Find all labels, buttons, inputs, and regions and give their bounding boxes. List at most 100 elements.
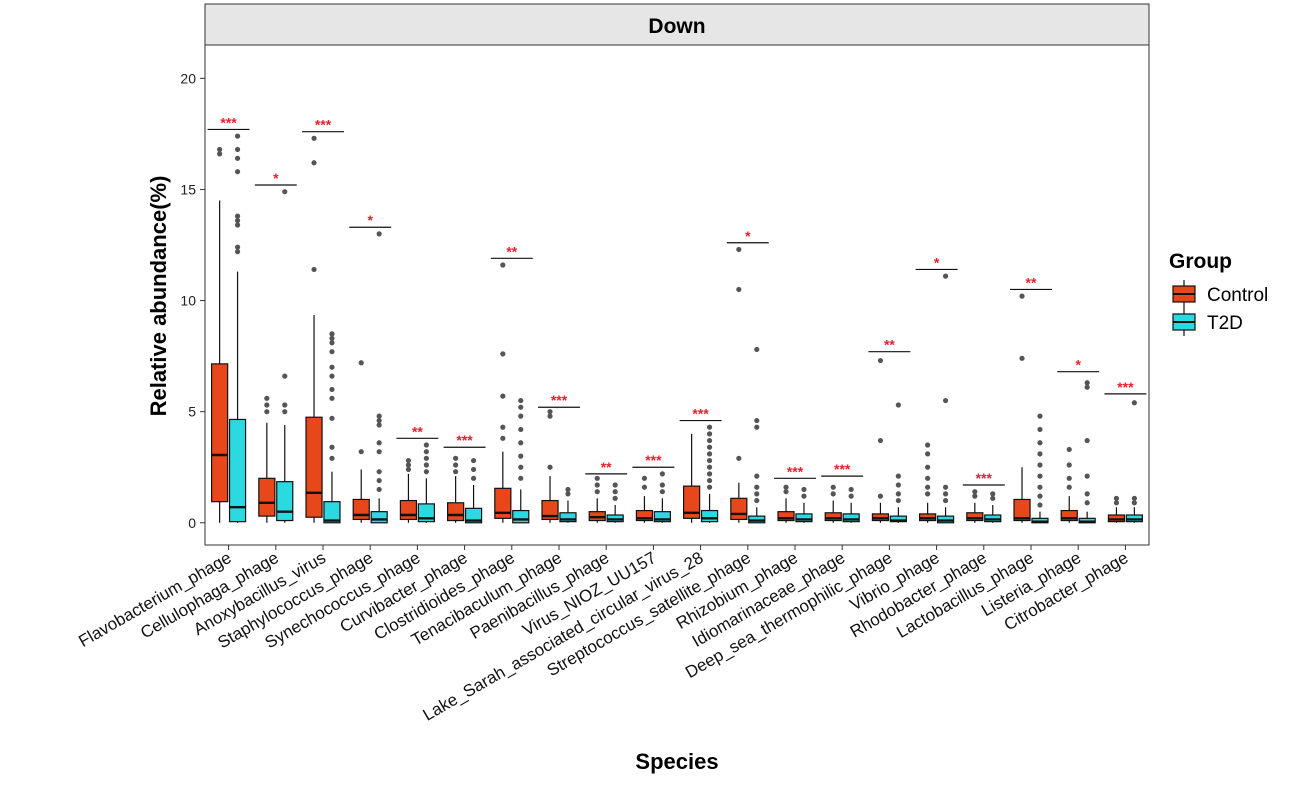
control-box	[305, 135, 323, 523]
outlier-point	[1037, 502, 1043, 508]
outlier-point	[234, 155, 241, 161]
outlier-point	[848, 493, 854, 499]
control-box	[966, 489, 984, 523]
outlier-point	[234, 244, 241, 250]
outlier-point	[925, 475, 931, 481]
outlier-point	[423, 462, 429, 468]
outlier-point	[895, 473, 901, 479]
outlier-point	[942, 273, 949, 279]
outlier-point	[518, 453, 524, 459]
outlier-point	[1037, 440, 1043, 446]
t2d-box	[559, 486, 577, 523]
outlier-point	[594, 489, 600, 495]
outlier-point	[500, 424, 506, 430]
box-body	[824, 512, 842, 522]
outlier-point	[329, 395, 335, 401]
outlier-point	[358, 360, 364, 366]
y-tick-label: 5	[188, 404, 196, 420]
outlier-point	[706, 437, 713, 444]
legend-item: T2D	[1172, 308, 1243, 336]
outlier-point	[706, 464, 713, 470]
t2d-box	[700, 424, 719, 523]
outlier-point	[1131, 500, 1137, 506]
outlier-point	[518, 440, 524, 446]
outlier-point	[659, 471, 665, 477]
control-box	[1060, 446, 1078, 523]
outlier-point	[942, 491, 949, 497]
outlier-point	[329, 364, 335, 370]
legend-label: T2D	[1207, 313, 1243, 334]
outlier-point	[423, 442, 429, 448]
outlier-point	[423, 449, 429, 455]
outlier-point	[376, 422, 382, 428]
outlier-point	[234, 146, 241, 153]
t2d-box	[889, 402, 907, 523]
outlier-point	[594, 482, 600, 488]
outlier-point	[990, 491, 996, 497]
outlier-point	[754, 497, 760, 504]
outlier-point	[453, 462, 459, 468]
control-box	[683, 433, 701, 523]
outlier-point	[659, 482, 665, 488]
outlier-point	[1084, 380, 1090, 386]
outlier-point	[1084, 384, 1090, 390]
significance-label: *	[273, 170, 279, 186]
t2d-box	[370, 231, 388, 524]
outlier-point	[1066, 446, 1072, 453]
control-box	[399, 457, 418, 523]
outlier-point	[376, 417, 382, 424]
outlier-point	[990, 495, 996, 501]
outlier-point	[895, 482, 901, 488]
outlier-point	[659, 489, 665, 495]
outlier-point	[754, 473, 760, 479]
t2d-box	[748, 346, 766, 524]
outlier-point	[925, 442, 931, 448]
outlier-point	[376, 413, 382, 419]
t2d-box	[512, 397, 530, 524]
y-tick-label: 15	[180, 181, 196, 197]
outlier-point	[565, 486, 571, 493]
box-body	[352, 498, 370, 521]
box-body	[635, 509, 654, 522]
outlier-point	[801, 493, 807, 499]
outlier-point	[942, 484, 949, 490]
outlier-point	[1037, 451, 1043, 457]
t2d-box	[228, 133, 247, 523]
outlier-point	[1066, 462, 1072, 468]
t2d-box	[984, 491, 1002, 523]
outlier-point	[470, 457, 477, 464]
outlier-point	[706, 477, 713, 484]
outlier-point	[376, 477, 382, 484]
significance-label: **	[884, 337, 895, 353]
outlier-point	[895, 497, 901, 504]
control-box	[871, 357, 890, 523]
t2d-box	[1078, 380, 1096, 524]
box-body	[464, 507, 483, 524]
outlier-point	[518, 397, 524, 404]
outlier-point	[641, 484, 648, 490]
box-body	[653, 511, 671, 523]
outlier-point	[453, 455, 459, 461]
significance-label: ***	[1117, 379, 1134, 395]
outlier-point	[877, 493, 884, 499]
outlier-point	[376, 469, 382, 475]
outlier-point	[547, 464, 553, 470]
outlier-point	[801, 486, 807, 493]
outlier-point	[1084, 437, 1090, 444]
box-body	[512, 509, 530, 524]
outlier-point	[1084, 473, 1090, 479]
control-box	[777, 484, 795, 523]
t2d-box	[1031, 413, 1049, 524]
box-body	[683, 485, 701, 519]
significance-label: ***	[976, 470, 993, 486]
outlier-point	[1066, 484, 1072, 490]
significance-layer: ******************** ********** **********…	[207, 114, 1147, 486]
outlier-point	[329, 444, 335, 450]
outlier-point	[234, 213, 241, 219]
t2d-box	[276, 189, 294, 523]
x-axis-title: Species	[635, 749, 718, 774]
outlier-point	[736, 455, 742, 461]
outlier-point	[329, 340, 335, 346]
outlier-point	[754, 346, 760, 353]
control-box	[588, 475, 606, 523]
